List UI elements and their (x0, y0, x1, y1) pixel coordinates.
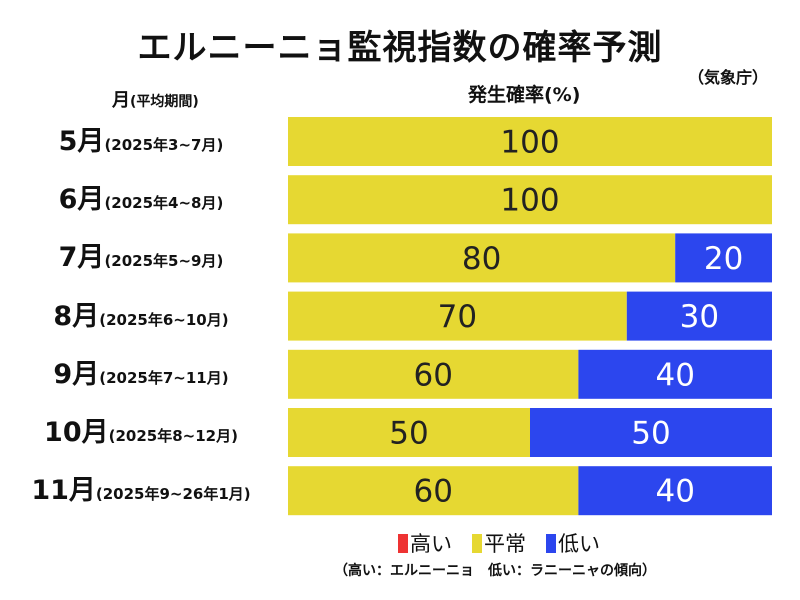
category-month: 5月 (58, 126, 105, 157)
month-header-main: 月 (112, 90, 130, 111)
category-period: (2025年6~10月) (99, 310, 229, 329)
value-axis-header: 発生確率(%) (468, 84, 581, 106)
category-label: 8月(2025年6~10月) (0, 294, 282, 333)
category-month: 11月 (31, 475, 96, 507)
bar-normal-3 (288, 233, 676, 283)
bar-low-3 (675, 233, 772, 283)
bar-normal-1 (288, 117, 772, 166)
legend: 高い 平常 低い (398, 528, 620, 558)
month-column-header: 月(平均期間) (112, 86, 199, 112)
bar-low-6 (530, 408, 772, 457)
category-period: (2025年3~7月) (104, 136, 224, 154)
category-month: 6月 (58, 184, 105, 216)
legend-swatch (472, 533, 482, 553)
month-header-sub: (平均期間) (130, 94, 199, 110)
legend-swatch (546, 533, 556, 553)
data-label: 20 (704, 241, 743, 277)
source-label: （気象庁） (688, 68, 769, 87)
legend-item: 低い (546, 528, 600, 558)
category-label: 7月(2025年5~9月) (0, 235, 282, 274)
bar-low-7 (578, 466, 772, 516)
category-label: 5月(2025年3~7月) (0, 119, 282, 158)
data-label: 40 (655, 474, 694, 510)
data-label: 50 (389, 416, 428, 452)
data-label: 30 (680, 299, 719, 335)
category-label: 9月(2025年7~11月) (0, 352, 282, 391)
data-label: 70 (438, 299, 477, 335)
category-label: 11月(2025年9~26年1月) (0, 468, 282, 507)
data-label: 80 (462, 241, 501, 277)
data-label: 50 (631, 416, 670, 452)
category-month: 8月 (53, 300, 100, 332)
legend-label: 高い (410, 532, 452, 556)
data-label: 40 (655, 357, 694, 393)
category-label: 10月(2025年8~12月) (0, 410, 282, 449)
category-period: (2025年8~12月) (108, 427, 238, 445)
bar-normal-5 (288, 349, 579, 399)
bar-normal-4 (288, 291, 627, 341)
legend-swatch (398, 533, 408, 553)
bar-normal-2 (288, 175, 772, 225)
chart-title: エルニーニョ監視指数の確率予測 (137, 28, 663, 68)
category-month: 7月 (58, 242, 105, 274)
legend-label: 低い (558, 532, 600, 556)
bar-low-4 (626, 291, 772, 341)
category-month: 10月 (44, 417, 109, 448)
legend-note: （高い：エルニーニョ 低い：ラニーニャの傾向） (334, 563, 656, 579)
bar-normal-6 (288, 408, 530, 457)
category-period: (2025年9~26年1月) (95, 485, 251, 504)
category-month: 9月 (53, 358, 100, 390)
category-period: (2025年4~8月) (104, 194, 224, 213)
category-period: (2025年5~9月) (104, 252, 224, 271)
data-label: 100 (500, 183, 559, 219)
legend-label: 平常 (484, 532, 526, 556)
bar-low-5 (578, 349, 772, 399)
data-label: 60 (413, 357, 452, 393)
legend-item: 平常 (472, 528, 526, 558)
legend-item: 高い (398, 528, 452, 558)
category-period: (2025年7~11月) (99, 368, 229, 387)
bar-normal-7 (288, 466, 579, 516)
category-label: 6月(2025年4~8月) (0, 177, 282, 216)
data-label: 60 (413, 474, 452, 510)
data-label: 100 (500, 125, 559, 161)
